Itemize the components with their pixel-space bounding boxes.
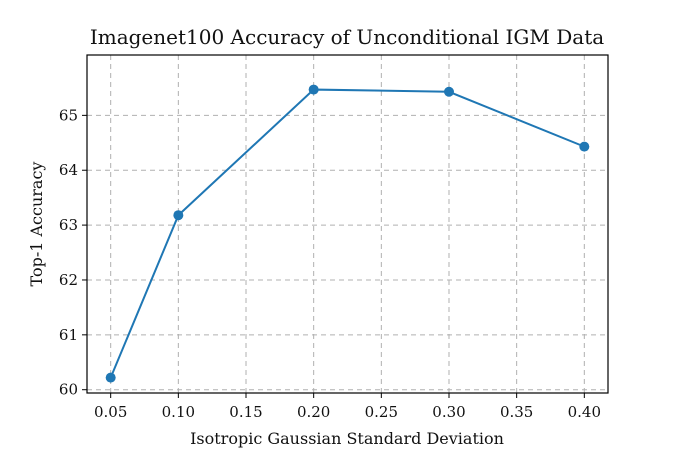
plot-frame [86, 54, 609, 394]
x-tick-label: 0.20 [297, 403, 330, 421]
x-tick-label: 0.30 [432, 403, 465, 421]
y-axis: 60 61 62 63 64 65 [59, 106, 87, 399]
y-tick-label: 60 [59, 381, 78, 399]
data-point [105, 372, 116, 383]
chart-title: Imagenet100 Accuracy of Unconditional IG… [90, 25, 604, 49]
data-point [173, 210, 184, 221]
x-tick-label: 0.40 [568, 403, 601, 421]
y-tick-label: 65 [59, 106, 78, 124]
x-tick-label: 0.15 [229, 403, 262, 421]
data-point [308, 84, 319, 95]
y-tick-label: 62 [59, 271, 78, 289]
x-tick-label: 0.05 [94, 403, 127, 421]
y-axis-label: Top-1 Accuracy [27, 162, 46, 287]
y-tick-label: 63 [59, 216, 78, 234]
grid [87, 55, 608, 393]
x-axis: 0.05 0.10 0.15 0.20 0.25 0.30 0.35 0.40 [94, 393, 601, 421]
x-axis-label: Isotropic Gaussian Standard Deviation [190, 429, 504, 448]
y-tick-label: 61 [59, 326, 78, 344]
x-tick-label: 0.35 [500, 403, 533, 421]
y-tick-label: 64 [59, 161, 78, 179]
series-layer [105, 84, 590, 383]
data-point [579, 141, 590, 152]
x-tick-label: 0.10 [162, 403, 195, 421]
data-point [443, 86, 454, 97]
x-tick-label: 0.25 [365, 403, 398, 421]
